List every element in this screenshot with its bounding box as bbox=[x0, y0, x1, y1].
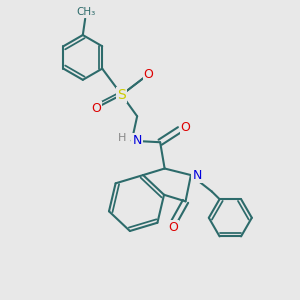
Text: O: O bbox=[181, 121, 190, 134]
Text: O: O bbox=[91, 102, 101, 115]
Text: O: O bbox=[168, 221, 178, 234]
Text: N: N bbox=[192, 169, 202, 182]
Text: N: N bbox=[132, 134, 142, 147]
Text: O: O bbox=[144, 68, 153, 81]
Text: H: H bbox=[118, 134, 126, 143]
Text: CH₃: CH₃ bbox=[77, 7, 96, 17]
Text: S: S bbox=[117, 88, 126, 102]
